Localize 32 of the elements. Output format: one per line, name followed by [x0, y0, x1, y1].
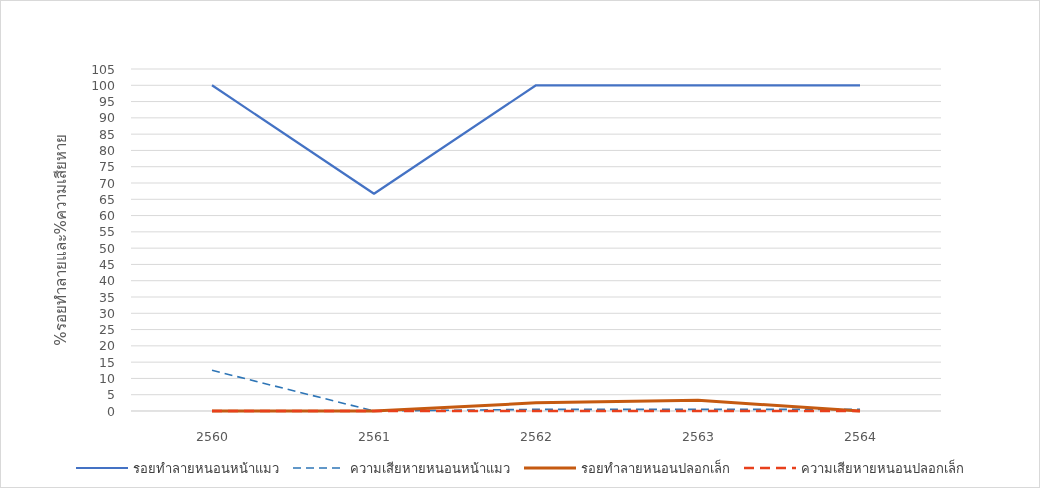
y-tick-label: 105 — [91, 61, 115, 77]
y-tick-label: 85 — [99, 126, 115, 142]
y-tick-label: 10 — [99, 370, 116, 386]
y-tick-label: 15 — [99, 354, 115, 370]
y-tick-label: 25 — [99, 322, 115, 338]
y-tick-label: 100 — [91, 77, 116, 93]
y-tick-label: 45 — [99, 256, 115, 272]
y-tick-label: 80 — [99, 142, 116, 158]
y-tick-label: 40 — [99, 273, 116, 289]
y-tick-label: 35 — [99, 289, 115, 305]
y-tick-label: 60 — [99, 208, 116, 224]
legend-label: รอยทำลายหนอนปลอกเล็ก — [581, 459, 730, 476]
y-tick-label: 0 — [107, 403, 116, 419]
y-axis-title: %รอยทำลายและ%ความเสียหาย — [52, 134, 70, 346]
y-tick-label: 90 — [99, 110, 116, 126]
legend-label: รอยทำลายหนอนหน้าแมว — [133, 461, 279, 476]
x-tick-label: 2562 — [520, 429, 552, 444]
legend-label: ความเสียหายหนอนหน้าแมว — [350, 461, 510, 476]
y-tick-label: 95 — [99, 94, 115, 110]
y-tick-label: 55 — [99, 224, 115, 240]
y-tick-label: 20 — [99, 338, 116, 354]
x-tick-label: 2563 — [682, 429, 714, 444]
x-tick-label: 2560 — [196, 429, 228, 444]
x-tick-label: 2561 — [358, 429, 390, 444]
legend-label: ความเสียหายหนอนปลอกเล็ก — [801, 459, 964, 476]
y-tick-label: 65 — [99, 191, 115, 207]
y-tick-label: 5 — [107, 387, 115, 403]
y-tick-label: 30 — [99, 305, 116, 321]
x-tick-label: 2564 — [844, 429, 876, 444]
y-tick-label: 75 — [99, 159, 115, 175]
y-tick-label: 70 — [99, 175, 116, 191]
y-tick-label: 50 — [99, 240, 116, 256]
